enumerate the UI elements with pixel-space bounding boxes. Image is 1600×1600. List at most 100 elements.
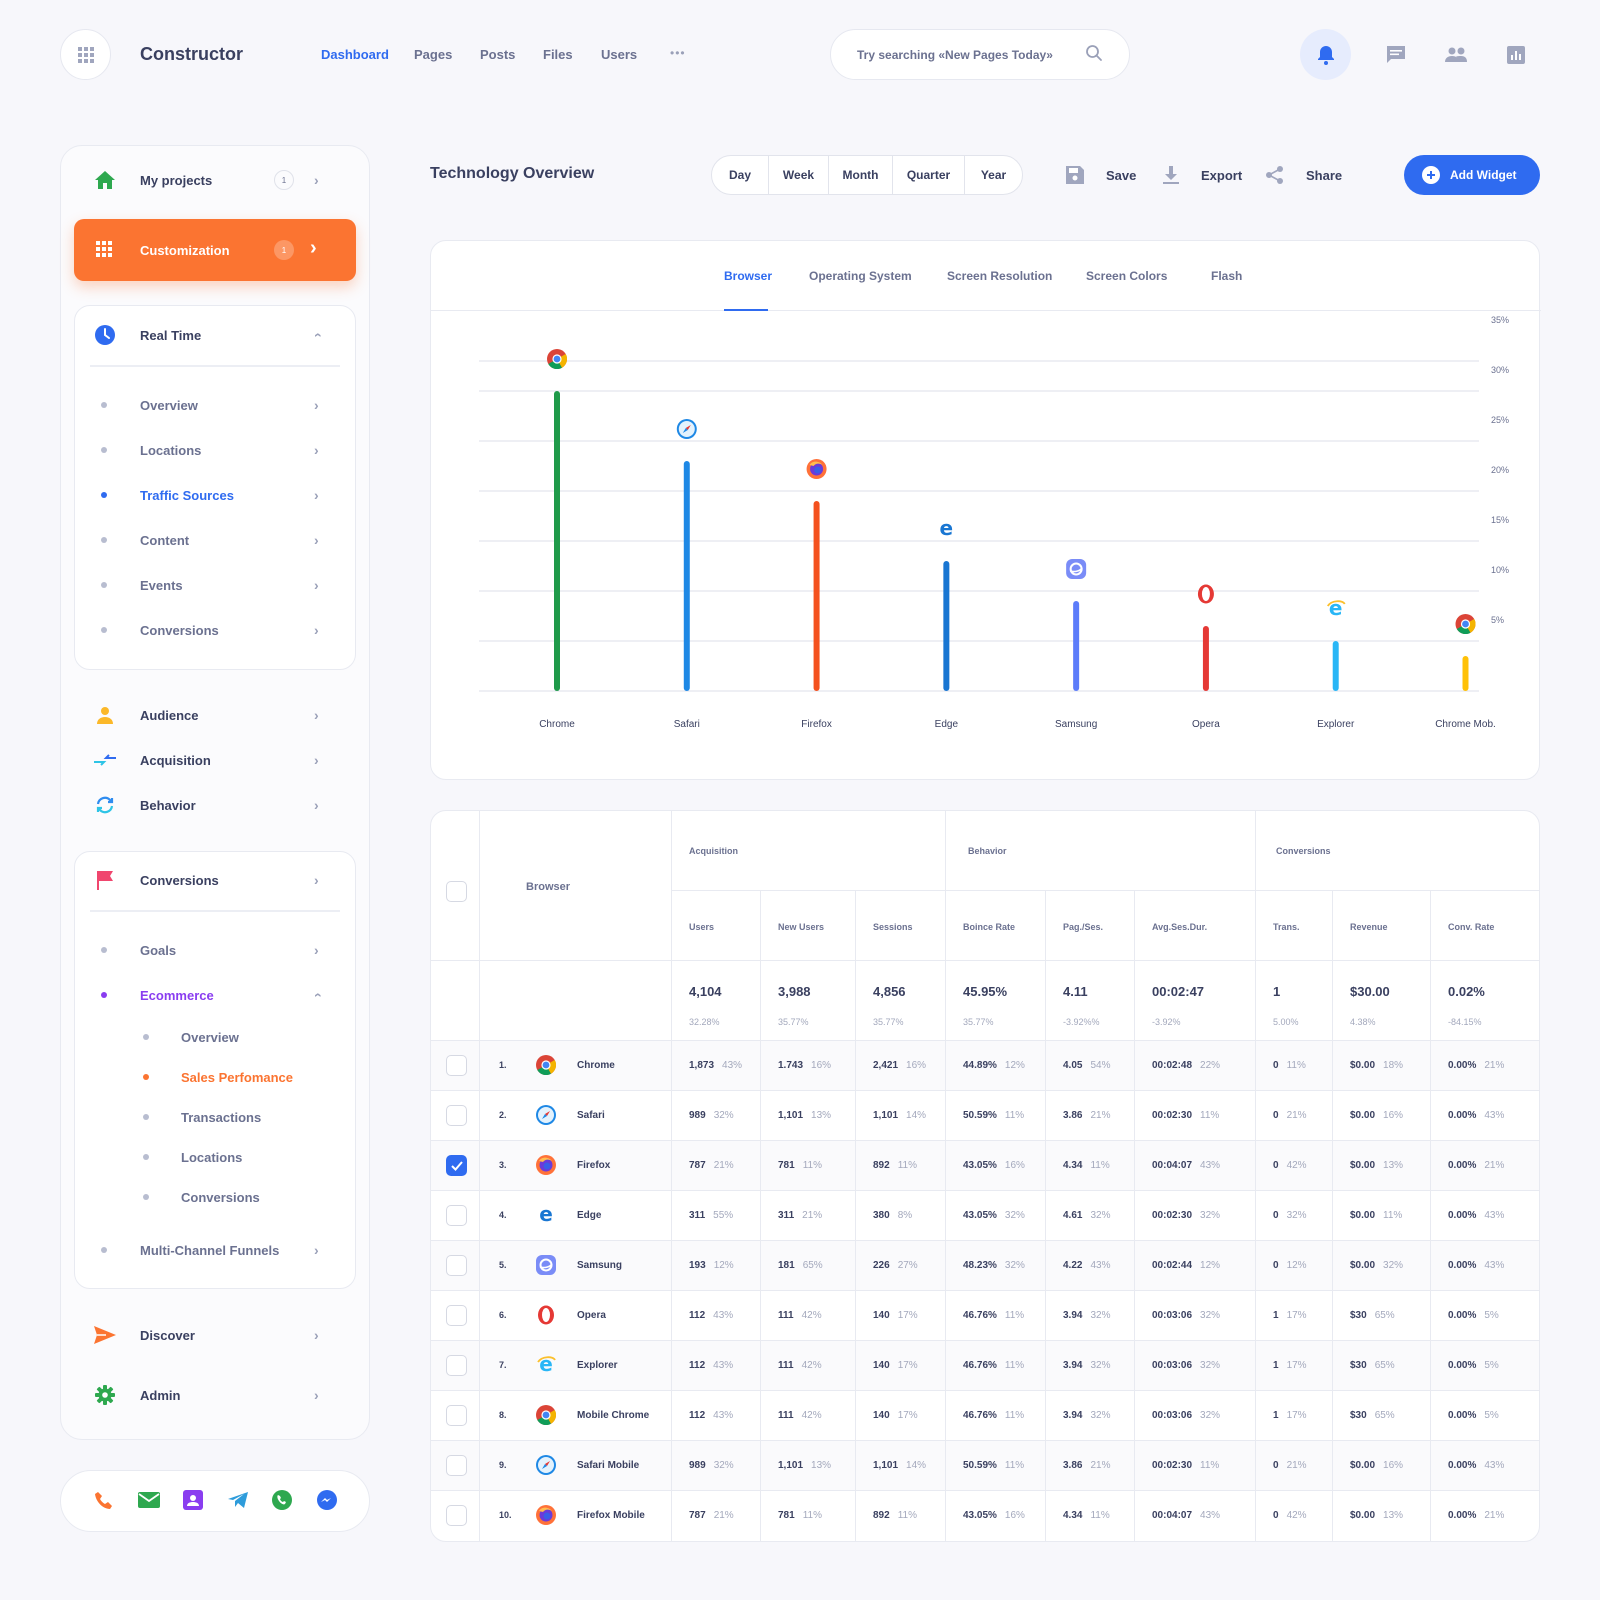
browser-name[interactable]: Safari bbox=[577, 1110, 605, 1121]
nav-posts[interactable]: Posts bbox=[480, 47, 516, 62]
column-header: Conv. Rate bbox=[1448, 922, 1495, 932]
cell-value: 1 bbox=[1273, 1360, 1279, 1371]
browser-name[interactable]: Opera bbox=[577, 1310, 606, 1321]
browser-name[interactable]: Chrome bbox=[577, 1060, 615, 1071]
browser-name[interactable]: Samsung bbox=[577, 1260, 623, 1271]
sidebar-item-overview[interactable]: Overview › bbox=[0, 390, 319, 420]
table-cell: 4.61 32% bbox=[1063, 1210, 1110, 1221]
cell-percent: 12% bbox=[713, 1260, 734, 1271]
chevron-right-icon: › bbox=[314, 752, 319, 768]
explorer-icon: e bbox=[1326, 596, 1346, 620]
row-checkbox[interactable] bbox=[446, 1255, 467, 1276]
row-checkbox[interactable] bbox=[446, 1205, 467, 1226]
table-cell: $30 65% bbox=[1350, 1310, 1395, 1321]
tab-screen-colors[interactable]: Screen Colors bbox=[1086, 269, 1168, 283]
browser-name[interactable]: Mobile Chrome bbox=[577, 1410, 650, 1421]
whatsapp-icon[interactable] bbox=[272, 1490, 292, 1515]
telegram-icon[interactable] bbox=[228, 1492, 248, 1513]
sidebar-item-locations[interactable]: Locations › bbox=[0, 435, 319, 465]
sidebar-item-goals[interactable]: Goals › bbox=[0, 935, 319, 965]
nav-pages[interactable]: Pages bbox=[414, 47, 453, 62]
share-button[interactable]: Share bbox=[1266, 162, 1342, 188]
search-input[interactable]: Try searching «New Pages Today» bbox=[830, 29, 1130, 80]
cell-value: 1,101 bbox=[873, 1460, 899, 1471]
browser-name[interactable]: Firefox Mobile bbox=[577, 1510, 645, 1521]
apps-menu-button[interactable] bbox=[60, 29, 111, 80]
row-checkbox[interactable] bbox=[446, 1305, 467, 1326]
sidebar-subitem-locations[interactable]: Locations bbox=[0, 1142, 310, 1172]
tab-screen-resolution[interactable]: Screen Resolution bbox=[947, 269, 1053, 283]
row-checkbox[interactable] bbox=[446, 1055, 467, 1076]
mail-icon[interactable] bbox=[138, 1492, 160, 1513]
browser-name[interactable]: Safari Mobile bbox=[577, 1460, 640, 1471]
messenger-icon[interactable] bbox=[317, 1490, 337, 1515]
save-button[interactable]: Save bbox=[1066, 162, 1136, 188]
row-background bbox=[431, 1241, 1539, 1291]
cell-value: 0.00% bbox=[1448, 1260, 1477, 1271]
bar-explorer[interactable] bbox=[1332, 641, 1339, 691]
sidebar-item-discover[interactable]: Discover › bbox=[0, 1320, 319, 1350]
select-all-checkbox[interactable] bbox=[446, 881, 467, 902]
messages-button[interactable] bbox=[1370, 29, 1421, 80]
sidebar-subitem-conversions[interactable]: Conversions bbox=[0, 1182, 310, 1212]
nav-more-button[interactable]: ••• bbox=[670, 46, 686, 60]
row-checkbox[interactable] bbox=[446, 1455, 467, 1476]
bar-samsung[interactable] bbox=[1073, 601, 1080, 691]
row-checkbox[interactable] bbox=[446, 1155, 467, 1176]
sidebar-subitem-overview[interactable]: Overview bbox=[0, 1022, 310, 1052]
sidebar-item-ecommerce[interactable]: Ecommerce › bbox=[0, 980, 324, 1010]
export-button[interactable]: Export bbox=[1163, 162, 1242, 188]
tab-browser[interactable]: Browser bbox=[724, 269, 773, 283]
period-year-button[interactable]: Year bbox=[980, 168, 1007, 182]
row-checkbox[interactable] bbox=[446, 1355, 467, 1376]
sidebar-item-audience[interactable]: Audience › bbox=[0, 700, 319, 730]
sidebar-item-events[interactable]: Events › bbox=[0, 570, 319, 600]
row-index: 4. bbox=[499, 1210, 507, 1220]
bar-chrome-mob-[interactable] bbox=[1462, 656, 1469, 691]
contact-card-icon[interactable] bbox=[183, 1490, 203, 1515]
add-widget-button[interactable]: Add Widget bbox=[1404, 155, 1540, 195]
analytics-button[interactable] bbox=[1490, 29, 1541, 80]
tab-flash[interactable]: Flash bbox=[1211, 269, 1243, 283]
period-quarter-button[interactable]: Quarter bbox=[893, 155, 965, 195]
bar-chart-icon bbox=[1506, 45, 1525, 64]
bar-chrome[interactable] bbox=[554, 391, 560, 691]
sidebar-item-traffic-sources[interactable]: Traffic Sources › bbox=[0, 480, 319, 510]
sidebar-item-conversions[interactable]: Conversions › bbox=[0, 865, 319, 895]
notifications-button[interactable] bbox=[1300, 29, 1351, 80]
sidebar-item-behavior[interactable]: Behavior › bbox=[0, 790, 319, 820]
row-checkbox[interactable] bbox=[446, 1105, 467, 1126]
sidebar-item-rt-conversions[interactable]: Conversions › bbox=[0, 615, 319, 645]
users-button[interactable] bbox=[1430, 29, 1481, 80]
period-month-button[interactable]: Month bbox=[829, 155, 893, 195]
browser-name[interactable]: Explorer bbox=[577, 1360, 618, 1371]
browser-name[interactable]: Edge bbox=[577, 1210, 602, 1221]
tab-operating-system[interactable]: Operating System bbox=[809, 269, 912, 283]
bar-safari[interactable] bbox=[683, 461, 690, 691]
sidebar-item-acquisition[interactable]: Acquisition › bbox=[0, 745, 319, 775]
sidebar-item-my-projects[interactable]: My projects 1 › bbox=[0, 165, 319, 195]
nav-dashboard[interactable]: Dashboard bbox=[321, 47, 389, 62]
bar-firefox[interactable] bbox=[813, 501, 820, 691]
sidebar-item-admin[interactable]: Admin › bbox=[0, 1380, 319, 1410]
search-icon[interactable] bbox=[1085, 44, 1103, 65]
sidebar-subitem-sales-performance[interactable]: Sales Perfomance bbox=[0, 1062, 310, 1092]
nav-users[interactable]: Users bbox=[601, 47, 638, 62]
sidebar-item-real-time[interactable]: Real Time › bbox=[0, 320, 324, 350]
row-checkbox[interactable] bbox=[446, 1505, 467, 1526]
sidebar-item-customization[interactable]: Customization 1 › bbox=[74, 219, 356, 281]
swap-arrows-icon bbox=[94, 749, 116, 771]
sidebar-item-content[interactable]: Content › bbox=[0, 525, 319, 555]
nav-files[interactable]: Files bbox=[543, 47, 573, 62]
period-week-button[interactable]: Week bbox=[769, 155, 829, 195]
cell-percent: 11% bbox=[1383, 1210, 1403, 1221]
sidebar-item-multi-channel-funnels[interactable]: Multi-Channel Funnels › bbox=[0, 1235, 319, 1265]
bar-opera[interactable] bbox=[1202, 626, 1209, 691]
bar-edge[interactable] bbox=[943, 561, 950, 691]
phone-icon[interactable] bbox=[94, 1491, 114, 1516]
browser-name[interactable]: Firefox bbox=[577, 1160, 611, 1171]
cell-value: $0.00 bbox=[1350, 1110, 1376, 1121]
period-day-button[interactable]: Day bbox=[712, 155, 769, 195]
row-checkbox[interactable] bbox=[446, 1405, 467, 1426]
sidebar-subitem-transactions[interactable]: Transactions bbox=[0, 1102, 310, 1132]
